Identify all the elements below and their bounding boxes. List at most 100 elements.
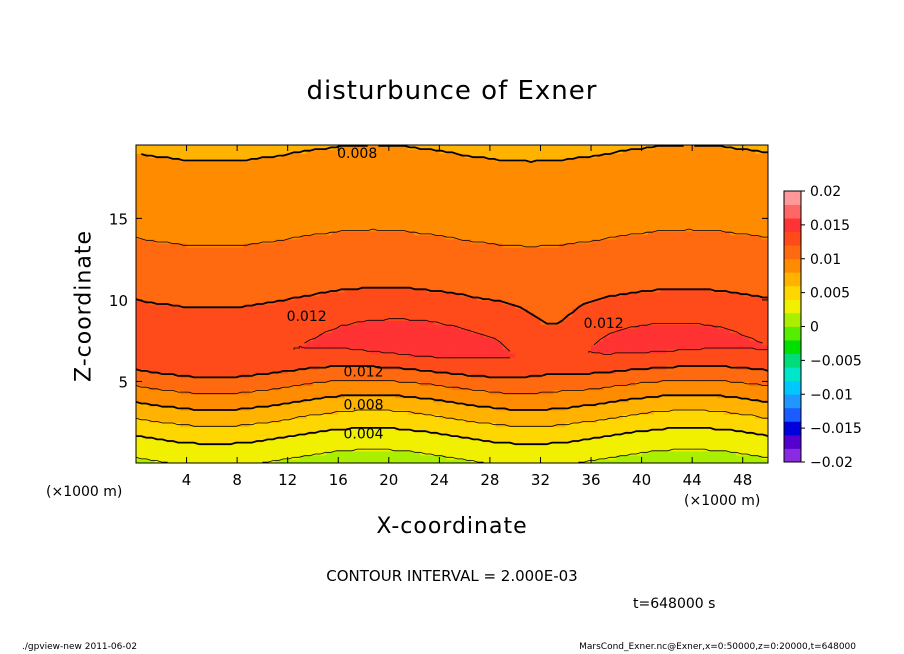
heatmap-cell [186, 275, 194, 281]
heatmap-cell [256, 218, 263, 224]
heatmap-cell [281, 157, 289, 162]
heatmap-cell [173, 454, 181, 460]
heatmap-cell [262, 316, 270, 321]
heatmap-cell [205, 238, 213, 244]
heatmap-cell [268, 226, 276, 232]
heatmap-cell [192, 287, 200, 293]
heatmap-cell [407, 242, 415, 248]
heatmap-cell [161, 189, 169, 195]
heatmap-cell [420, 271, 428, 277]
heatmap-cell [294, 242, 301, 248]
heatmap-cell [256, 348, 263, 354]
heatmap-cell [445, 271, 453, 277]
heatmap-cell [414, 263, 421, 268]
heatmap-cell [369, 193, 377, 199]
heatmap-cell [426, 202, 434, 207]
heatmap-cell [515, 299, 523, 305]
heatmap-cell [452, 299, 459, 305]
heatmap-cell [136, 287, 143, 293]
heatmap-cell [148, 271, 156, 277]
heatmap-cell [376, 418, 384, 423]
heatmap-cell [287, 426, 295, 431]
heatmap-cell [338, 181, 346, 187]
heatmap-cell [363, 271, 371, 277]
heatmap-cell [350, 299, 358, 305]
heatmap-cell [268, 393, 276, 399]
heatmap-cell [237, 446, 245, 452]
heatmap-cell [515, 369, 523, 374]
heatmap-cell [521, 149, 529, 154]
heatmap-cell [224, 454, 232, 460]
heatmap-cell [477, 149, 485, 154]
heatmap-cell [331, 165, 339, 171]
heatmap-cell [363, 169, 371, 175]
heatmap-cell [243, 361, 251, 366]
heatmap-cell [414, 328, 421, 334]
heatmap-cell [325, 405, 333, 411]
heatmap-cell [502, 185, 510, 191]
heatmap-cell [319, 414, 327, 419]
heatmap-cell [294, 393, 301, 399]
heatmap-cell [439, 198, 447, 203]
heatmap-cell [287, 251, 295, 256]
heatmap-cell [319, 295, 327, 301]
heatmap-cell [477, 181, 485, 187]
heatmap-cell [287, 446, 295, 452]
heatmap-cell [515, 348, 523, 354]
heatmap-cell [395, 299, 403, 305]
heatmap-cell [376, 348, 384, 354]
heatmap-cell [477, 230, 485, 236]
heatmap-cell [489, 458, 497, 463]
heatmap-cell [470, 173, 478, 179]
heatmap-cell [395, 218, 403, 224]
heatmap-cell [256, 271, 263, 277]
heatmap-cell [382, 218, 390, 224]
heatmap-cell [363, 344, 371, 350]
heatmap-cell [142, 259, 150, 264]
heatmap-cell [256, 365, 263, 370]
heatmap-cell [224, 352, 232, 358]
heatmap-cell [224, 434, 232, 440]
heatmap-cell [433, 426, 440, 431]
heatmap-cell [256, 185, 263, 191]
heatmap-cell [136, 373, 143, 378]
heatmap-cell [249, 340, 257, 346]
heatmap-cell [508, 291, 516, 297]
heatmap-cell [136, 291, 143, 297]
heatmap-cell [154, 279, 162, 285]
heatmap-cell [275, 348, 282, 354]
heatmap-cell [211, 299, 219, 305]
heatmap-cell [521, 389, 529, 395]
heatmap-cell [230, 422, 238, 427]
heatmap-cell [420, 308, 428, 313]
heatmap-cell [414, 251, 421, 256]
heatmap-cell [136, 438, 143, 444]
heatmap-cell [395, 161, 403, 166]
heatmap-cell [338, 149, 346, 154]
heatmap-cell [312, 304, 320, 309]
heatmap-cell [275, 336, 282, 342]
heatmap-cell [173, 165, 181, 171]
heatmap-cell [527, 181, 535, 187]
heatmap-cell [420, 246, 428, 252]
heatmap-cell [275, 222, 282, 228]
heatmap-cell [350, 161, 358, 166]
heatmap-cell [268, 418, 276, 423]
heatmap-cell [230, 324, 238, 330]
heatmap-cell [287, 283, 295, 289]
heatmap-cell [426, 373, 434, 378]
heatmap-cell [325, 169, 333, 175]
heatmap-cell [268, 352, 276, 358]
heatmap-cell [376, 434, 384, 440]
heatmap-cell [527, 348, 535, 354]
heatmap-cell [161, 145, 169, 150]
heatmap-cell [344, 348, 352, 354]
heatmap-cell [521, 157, 529, 162]
heatmap-cell [136, 418, 143, 423]
heatmap-cell [256, 442, 263, 448]
heatmap-cell [211, 214, 219, 219]
heatmap-cell [508, 275, 516, 281]
heatmap-cell [439, 410, 447, 415]
heatmap-cell [350, 181, 358, 187]
heatmap-cell [414, 173, 421, 179]
